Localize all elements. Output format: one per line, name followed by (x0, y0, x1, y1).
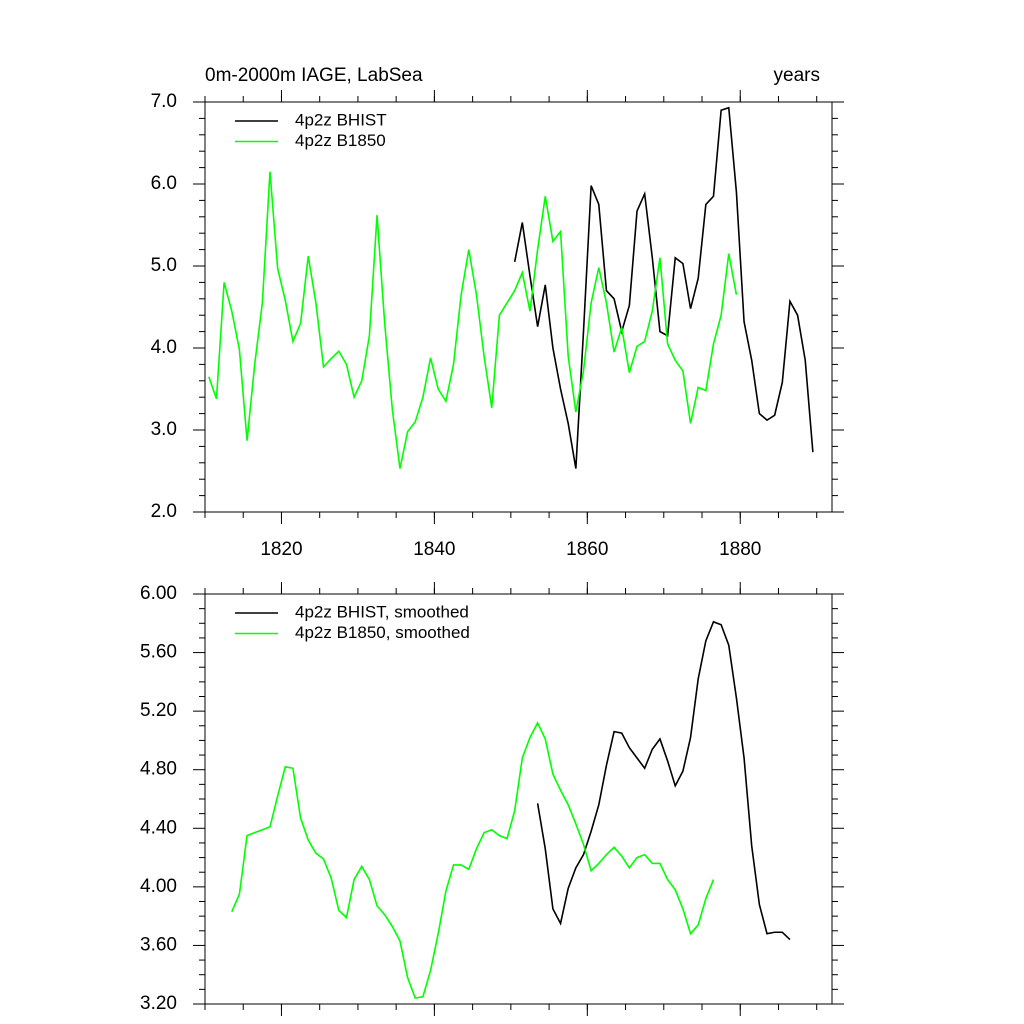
y-tick-label: 3.0 (151, 419, 177, 440)
y-tick-label: 3.20 (140, 993, 177, 1014)
series-line (513, 106, 814, 469)
y-tick-label: 6.0 (151, 173, 177, 194)
chart-title: 0m-2000m IAGE, LabSea (205, 65, 423, 86)
units-label: years (774, 65, 820, 86)
series-line (208, 171, 738, 469)
x-tick-label: 1860 (566, 539, 608, 560)
plot-frame (204, 593, 833, 1005)
y-tick-label: 7.0 (151, 91, 177, 112)
legend-label: 4p2z B1850, smoothed (295, 623, 470, 642)
x-tick-label: 1880 (719, 539, 761, 560)
y-tick-label: 5.60 (140, 642, 177, 663)
y-tick-label: 2.0 (151, 501, 177, 522)
legend-label: 4p2z B1850 (295, 131, 386, 150)
y-tick-label: 4.80 (140, 759, 177, 780)
x-tick-label: 1840 (413, 539, 455, 560)
y-tick-label: 5.20 (140, 700, 177, 721)
legend-label: 4p2z BHIST, smoothed (295, 602, 469, 621)
y-tick-label: 4.0 (151, 337, 177, 358)
x-tick-label: 1820 (260, 539, 302, 560)
series-line (231, 721, 715, 1000)
legend-label: 4p2z BHIST (295, 110, 387, 129)
y-tick-label: 4.40 (140, 817, 177, 838)
plot-frame (204, 101, 833, 513)
y-tick-label: 5.0 (151, 255, 177, 276)
y-tick-label: 6.00 (140, 583, 177, 604)
series-line (536, 620, 791, 941)
y-tick-label: 4.00 (140, 876, 177, 897)
y-tick-label: 3.60 (140, 934, 177, 955)
